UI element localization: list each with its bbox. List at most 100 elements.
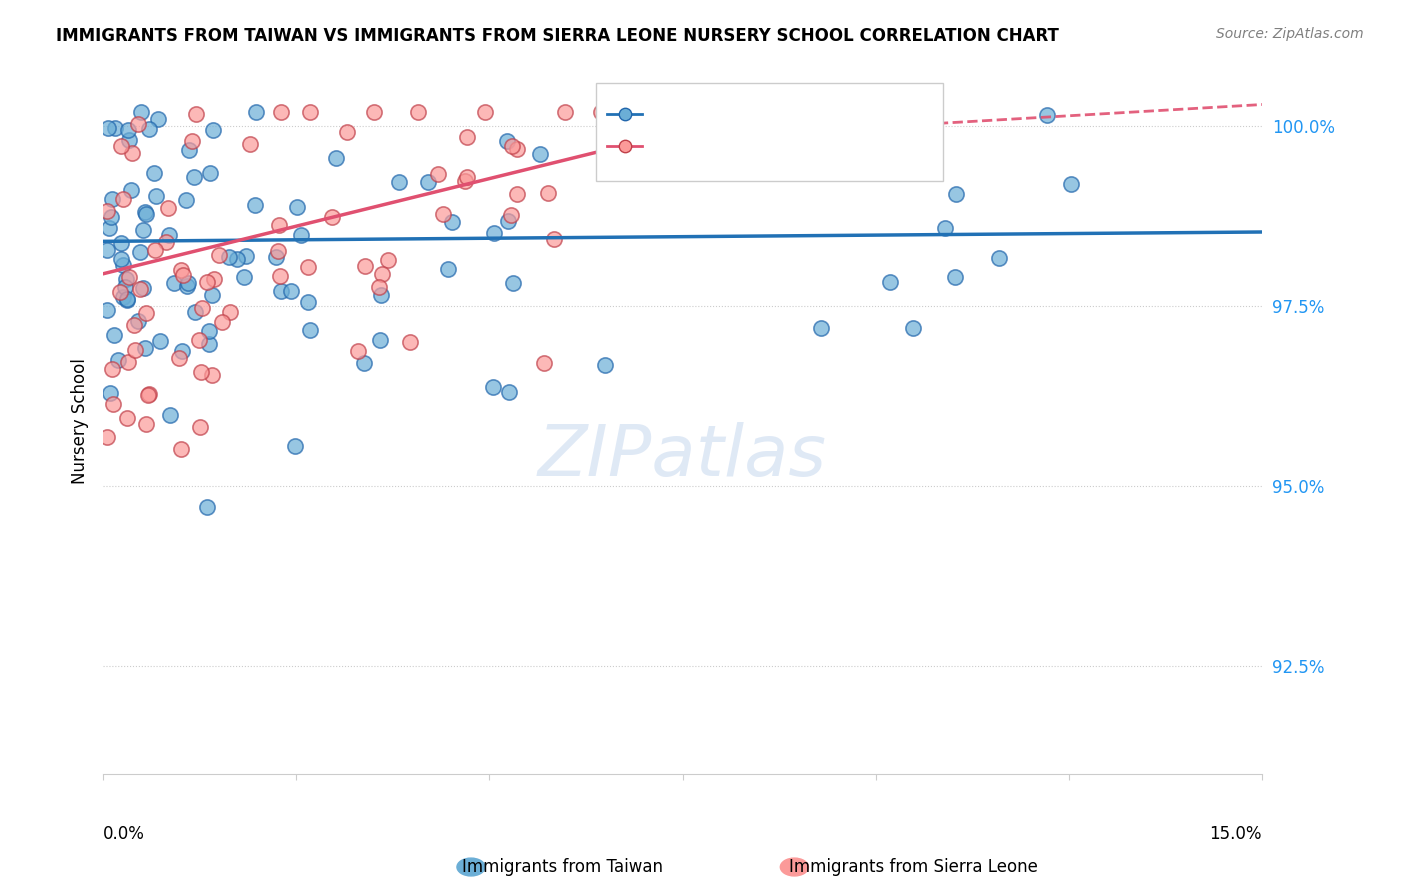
Immigrants from Sierra Leone bbox=[239, 137, 262, 152]
Immigrants from Taiwan bbox=[498, 385, 520, 400]
Immigrants from Taiwan bbox=[134, 341, 156, 355]
Immigrants from Taiwan bbox=[115, 293, 138, 307]
Immigrants from Sierra Leone bbox=[143, 243, 166, 257]
Immigrants from Taiwan bbox=[496, 213, 519, 227]
Immigrants from Taiwan bbox=[174, 194, 197, 208]
Immigrants from Sierra Leone bbox=[155, 235, 177, 249]
Immigrants from Taiwan bbox=[325, 151, 347, 165]
Immigrants from Sierra Leone bbox=[138, 386, 160, 401]
Immigrants from Sierra Leone bbox=[195, 276, 218, 290]
Immigrants from Taiwan bbox=[127, 314, 149, 328]
Immigrants from Taiwan bbox=[198, 166, 221, 180]
Immigrants from Taiwan bbox=[111, 258, 134, 272]
Immigrants from Sierra Leone bbox=[112, 192, 135, 206]
Immigrants from Taiwan bbox=[810, 320, 832, 334]
Immigrants from Taiwan bbox=[107, 353, 129, 368]
Immigrants from Sierra Leone bbox=[136, 387, 159, 401]
Immigrants from Taiwan bbox=[943, 270, 966, 285]
Immigrants from Taiwan bbox=[163, 276, 186, 290]
Immigrants from Sierra Leone bbox=[122, 318, 145, 333]
Immigrants from Taiwan bbox=[502, 276, 524, 290]
Immigrants from Taiwan bbox=[200, 288, 222, 302]
Immigrants from Taiwan bbox=[103, 327, 125, 342]
Text: 70: 70 bbox=[801, 137, 825, 155]
Immigrants from Taiwan bbox=[197, 324, 219, 338]
Immigrants from Sierra Leone bbox=[371, 267, 394, 281]
Immigrants from Sierra Leone bbox=[191, 301, 214, 315]
Immigrants from Taiwan bbox=[97, 220, 120, 235]
Immigrants from Taiwan bbox=[104, 121, 127, 136]
Immigrants from Taiwan bbox=[370, 288, 392, 302]
Immigrants from Sierra Leone bbox=[188, 333, 211, 347]
Immigrants from Sierra Leone bbox=[367, 280, 389, 294]
Immigrants from Taiwan bbox=[128, 245, 150, 260]
Immigrants from Sierra Leone bbox=[363, 104, 385, 119]
Immigrants from Sierra Leone bbox=[128, 282, 150, 296]
Immigrants from Sierra Leone bbox=[408, 104, 430, 119]
Immigrants from Sierra Leone bbox=[170, 263, 193, 277]
Immigrants from Sierra Leone bbox=[101, 397, 124, 411]
Immigrants from Sierra Leone bbox=[190, 365, 212, 379]
Immigrants from Taiwan bbox=[218, 250, 240, 264]
Immigrants from Taiwan bbox=[440, 215, 463, 229]
Immigrants from Taiwan bbox=[879, 275, 901, 289]
Immigrants from Sierra Leone bbox=[118, 269, 141, 284]
Immigrants from Sierra Leone bbox=[190, 420, 212, 434]
Text: 15.0%: 15.0% bbox=[1209, 825, 1263, 843]
Immigrants from Sierra Leone bbox=[353, 259, 375, 273]
Immigrants from Sierra Leone bbox=[432, 207, 454, 221]
Immigrants from Taiwan bbox=[117, 123, 139, 137]
Immigrants from Taiwan bbox=[482, 226, 505, 240]
Immigrants from Sierra Leone bbox=[269, 269, 291, 284]
Immigrants from Sierra Leone bbox=[456, 170, 478, 185]
Text: R =: R = bbox=[650, 137, 689, 155]
Immigrants from Sierra Leone bbox=[184, 107, 207, 121]
Immigrants from Sierra Leone bbox=[207, 247, 229, 261]
Immigrants from Sierra Leone bbox=[135, 306, 157, 320]
Immigrants from Taiwan bbox=[110, 236, 132, 251]
Immigrants from Taiwan bbox=[1060, 177, 1083, 191]
Immigrants from Sierra Leone bbox=[554, 104, 576, 119]
Immigrants from Taiwan bbox=[934, 220, 956, 235]
Immigrants from Taiwan bbox=[118, 133, 141, 147]
Immigrants from Taiwan bbox=[243, 198, 266, 212]
Immigrants from Taiwan bbox=[157, 227, 180, 242]
Immigrants from Taiwan bbox=[159, 409, 181, 423]
Immigrants from Sierra Leone bbox=[156, 201, 179, 215]
Immigrants from Sierra Leone bbox=[202, 272, 225, 286]
Immigrants from Taiwan bbox=[290, 228, 312, 243]
Immigrants from Taiwan bbox=[96, 244, 118, 258]
Immigrants from Sierra Leone bbox=[297, 260, 319, 274]
Immigrants from Taiwan bbox=[120, 183, 142, 197]
Immigrants from Taiwan bbox=[264, 251, 287, 265]
Immigrants from Sierra Leone bbox=[321, 210, 343, 224]
Immigrants from Sierra Leone bbox=[456, 129, 478, 144]
Immigrants from Sierra Leone bbox=[167, 351, 190, 365]
Immigrants from Sierra Leone bbox=[96, 204, 118, 219]
Immigrants from Taiwan bbox=[146, 112, 169, 126]
Immigrants from Taiwan bbox=[901, 116, 924, 130]
Immigrants from Sierra Leone bbox=[172, 268, 194, 282]
Immigrants from Taiwan bbox=[235, 248, 257, 262]
Immigrants from Taiwan bbox=[97, 121, 120, 136]
Immigrants from Sierra Leone bbox=[589, 104, 612, 119]
Immigrants from Sierra Leone bbox=[124, 343, 146, 357]
Immigrants from Taiwan bbox=[145, 189, 167, 203]
Immigrants from Sierra Leone bbox=[115, 411, 138, 425]
Immigrants from Sierra Leone bbox=[211, 315, 233, 329]
Immigrants from Taiwan bbox=[115, 292, 138, 306]
Immigrants from Taiwan bbox=[183, 169, 205, 184]
Immigrants from Sierra Leone bbox=[347, 343, 370, 358]
Immigrants from Sierra Leone bbox=[110, 285, 132, 299]
Immigrants from Taiwan bbox=[131, 104, 153, 119]
Immigrants from Taiwan bbox=[100, 211, 122, 225]
Immigrants from Taiwan bbox=[195, 500, 218, 514]
Text: N =: N = bbox=[763, 137, 804, 155]
Immigrants from Sierra Leone bbox=[537, 186, 560, 200]
Immigrants from Taiwan bbox=[115, 272, 138, 286]
Immigrants from Taiwan bbox=[111, 290, 134, 304]
Immigrants from Sierra Leone bbox=[501, 139, 523, 153]
Immigrants from Sierra Leone bbox=[267, 244, 290, 258]
Immigrants from Taiwan bbox=[198, 337, 221, 351]
Immigrants from Sierra Leone bbox=[180, 134, 202, 148]
